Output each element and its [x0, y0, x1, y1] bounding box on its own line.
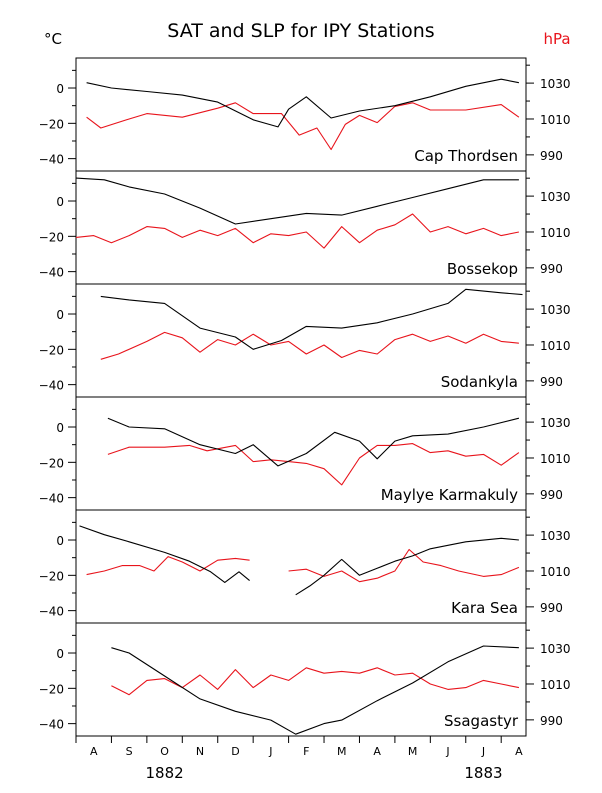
slp-tick-label: 1030 [540, 416, 571, 430]
month-label: S [126, 745, 133, 758]
slp-tick-label: 1010 [540, 339, 571, 353]
sat-tick-label: −40 [39, 718, 64, 732]
sat-series-line [86, 78, 520, 128]
month-label: A [515, 745, 523, 758]
slp-tick-label: 1010 [540, 452, 571, 466]
slp-tick-label: 990 [540, 149, 563, 163]
sat-tick-label: −20 [39, 117, 64, 131]
sat-tick-label: −40 [39, 492, 64, 506]
slp-series-line [75, 213, 520, 249]
sat-tick-label: −20 [39, 682, 64, 696]
sat-series-line [107, 417, 520, 467]
panel-cap-thordsen: 0 −20 −40 1030 1010 990 Cap Thordsen [39, 57, 571, 172]
sat-tick-label: −20 [39, 230, 64, 244]
slp-tick-label: 1030 [540, 77, 571, 91]
slp-tick-label: 990 [540, 488, 563, 502]
sat-tick-label: −20 [39, 343, 64, 357]
slp-tick-label: 990 [540, 375, 563, 389]
month-label: O [160, 745, 169, 758]
slp-series-line [86, 102, 520, 151]
sat-series-line [100, 288, 523, 350]
month-label: N [196, 745, 204, 758]
slp-tick-label: 990 [540, 714, 563, 728]
time-axis: A S O N D J F M A M J J A 1882 1883 [75, 736, 523, 782]
month-label: A [90, 745, 98, 758]
chart-title: SAT and SLP for IPY Stations [167, 20, 434, 42]
panel-bossekop: 0 −20 −40 1030 1010 990 Bossekop [39, 170, 571, 285]
slp-tick-label: 990 [540, 262, 563, 276]
station-label: Ssagastyr [444, 712, 519, 730]
slp-tick-label: 1010 [540, 565, 571, 579]
sat-tick-label: −40 [39, 153, 64, 167]
month-label: A [373, 745, 381, 758]
station-label: Kara Sea [451, 599, 518, 617]
month-label: J [268, 745, 272, 758]
sat-tick-label: 0 [56, 308, 64, 322]
station-label: Cap Thordsen [414, 147, 518, 165]
sat-tick-label: −20 [39, 569, 64, 583]
month-label: J [445, 745, 449, 758]
month-label: M [337, 745, 347, 758]
sat-tick-label: −20 [39, 456, 64, 470]
sat-tick-label: 0 [56, 647, 64, 661]
month-label: D [231, 745, 239, 758]
sat-series-line [75, 177, 519, 225]
slp-series-line [86, 548, 520, 583]
slp-tick-label: 990 [540, 601, 563, 615]
month-label: M [408, 745, 418, 758]
slp-series-line [100, 331, 519, 360]
month-label: J [481, 745, 485, 758]
sat-series-line [79, 525, 519, 596]
sat-tick-label: −40 [39, 605, 64, 619]
station-label: Maylye Karmakuly [381, 486, 518, 504]
sat-tick-label: 0 [56, 534, 64, 548]
slp-tick-label: 1030 [540, 190, 571, 204]
year-label: 1883 [464, 764, 502, 782]
panel-sodankyla: 0 −20 −40 1030 1010 990 Sodankyla [39, 283, 571, 398]
panel-ssagastyr: 0 −20 −40 1030 1010 990 Ssagastyr [39, 622, 571, 737]
sat-tick-label: 0 [56, 421, 64, 435]
month-label: F [303, 745, 309, 758]
sat-series-line [111, 645, 519, 735]
year-label: 1882 [145, 764, 183, 782]
sat-tick-label: −40 [39, 379, 64, 393]
panel-maylye-karmakuly: 0 −20 −40 1030 1010 990 Maylye Karmakuly [39, 396, 571, 511]
station-label: Bossekop [447, 260, 518, 278]
slp-tick-label: 1010 [540, 678, 571, 692]
sat-tick-label: 0 [56, 82, 64, 96]
slp-tick-label: 1030 [540, 529, 571, 543]
left-unit-label: °C [44, 30, 62, 48]
slp-tick-label: 1030 [540, 642, 571, 656]
right-unit-label: hPa [543, 30, 570, 48]
panel-kara-sea: 0 −20 −40 1030 1010 990 Kara Sea [39, 509, 571, 624]
sat-tick-label: −40 [39, 266, 64, 280]
slp-series-line [107, 443, 520, 486]
panel-frame [75, 622, 527, 737]
station-panels: 0 −20 −40 1030 1010 990 Cap Thordsen 0 −20 −40 103… [39, 57, 571, 737]
station-label: Sodankyla [441, 373, 518, 391]
slp-tick-label: 1010 [540, 113, 571, 127]
slp-tick-label: 1010 [540, 226, 571, 240]
sat-tick-label: 0 [56, 195, 64, 209]
slp-tick-label: 1030 [540, 303, 571, 317]
